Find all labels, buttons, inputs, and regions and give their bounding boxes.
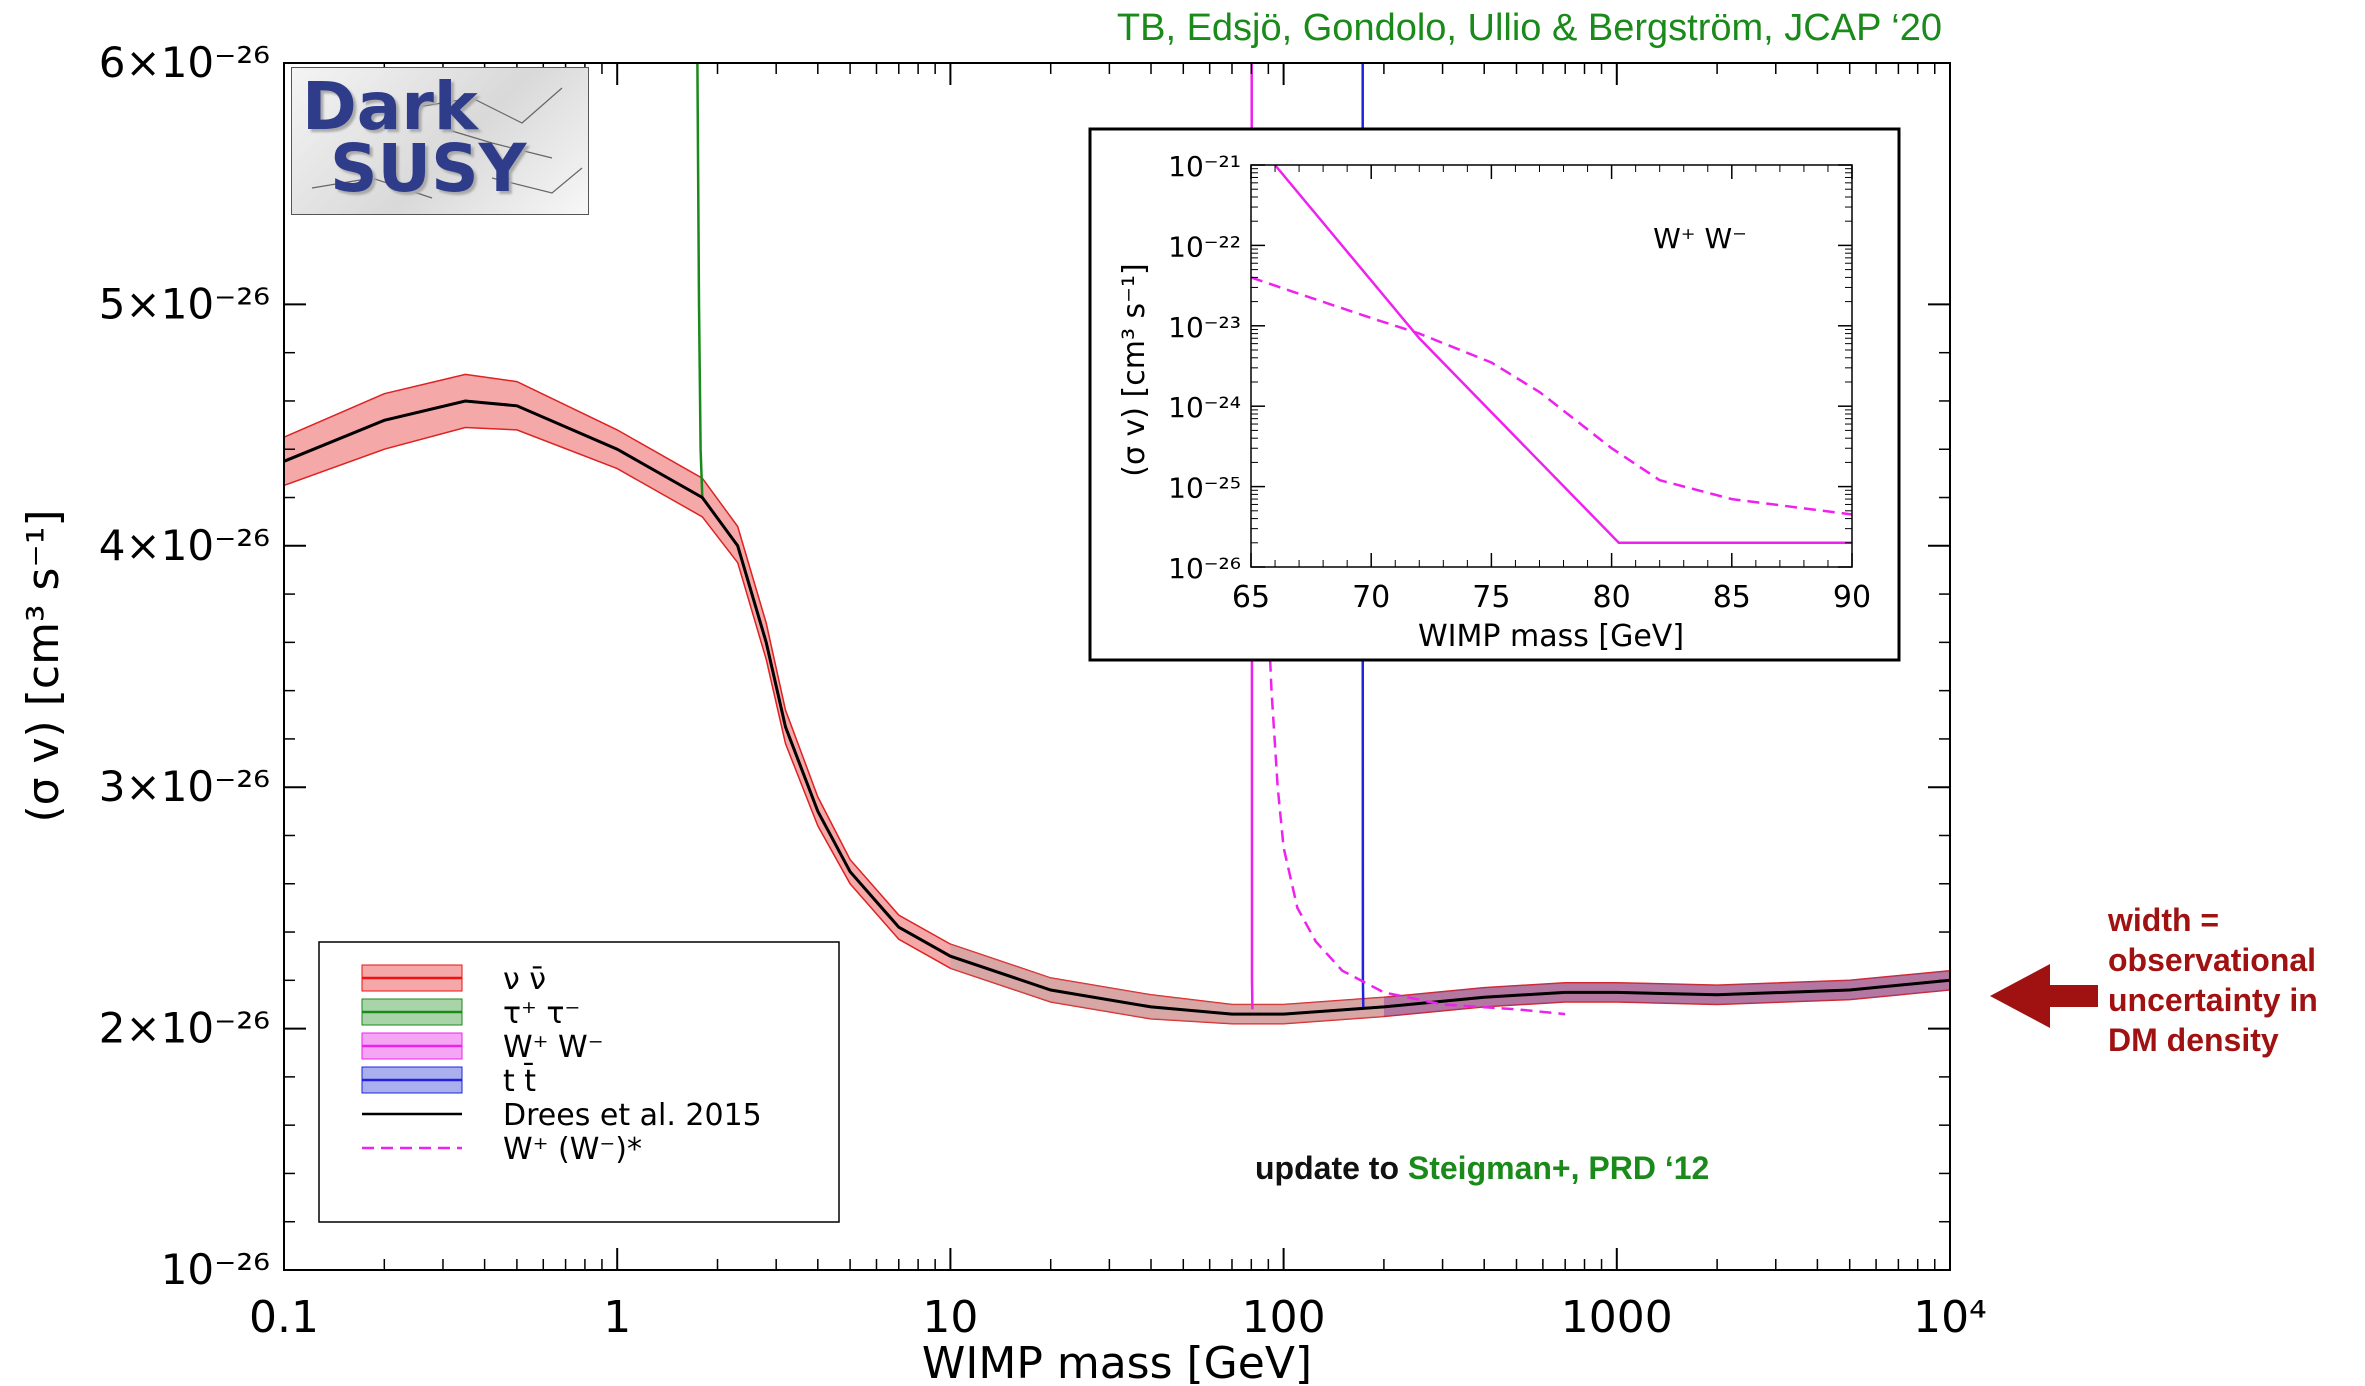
logo-diagram-lines [311,87,583,199]
annotation-line-2: observational [2108,942,2317,978]
inset-line-layer [1250,164,1853,545]
inset-x-tick-label: 90 [1833,580,1871,615]
y-tick-label: 6×10⁻²⁶ [99,38,270,87]
credit-text: TB, Edsjö, Gondolo, Ullio & Bergström, J… [1116,7,1942,49]
annotation-line-1: width = [2108,902,2220,938]
inset-y-tick-label: 10⁻²⁵ [1168,472,1241,505]
inset-series-label: W⁺ W⁻ [1653,222,1747,255]
annotation-arrow [1990,964,2098,1028]
main-y-tick-labels: 10⁻²⁶ 2×10⁻²⁶ 3×10⁻²⁶ 4×10⁻²⁶ 5×10⁻²⁶ 6×10⁻²⁶ [99,38,270,1294]
x-tick-label: 10 [922,1292,978,1343]
inset-tick-layer [1250,164,1853,568]
drees-2015-line [283,399,1951,1016]
inset-x-tick-label: 80 [1593,580,1631,615]
inset-ww-line [1274,164,1852,545]
legend-entry-drees-2015: Drees et al. 2015 [503,1098,762,1133]
legend-entry-ttbar: t t̄ [503,1063,536,1099]
logo-word-dark: Dark [302,68,478,145]
annotation-line-3: uncertainty in [2108,982,2318,1018]
annotation-line-4: DM density [2108,1022,2279,1058]
y-tick-label: 4×10⁻²⁶ [99,521,270,570]
logo-word-susy: SUSY [330,130,527,207]
inset-y-tick-label: 10⁻²⁴ [1168,391,1241,424]
x-tick-label: 10⁴ [1913,1292,1987,1343]
inset-y-tick-labels: 10⁻²⁶ 10⁻²⁵ 10⁻²⁴ 10⁻²³ 10⁻²² 10⁻²¹ [1168,150,1241,585]
y-tick-label: 2×10⁻²⁶ [99,1004,270,1053]
inset-x-tick-label: 75 [1472,580,1510,615]
main-y-axis-label: (σ v) [cm³ s⁻¹] [18,509,69,822]
legend-entry-ww: W⁺ W⁻ [503,1030,604,1065]
legend-entry-ww-offshell: W⁺ (W⁻)* [503,1132,642,1167]
inset-y-axis-label: (σ v) [cm³ s⁻¹] [1117,263,1152,476]
inset-y-tick-label: 10⁻²⁶ [1168,552,1241,585]
tau-tau-line [696,62,704,498]
inset-plot-frame [1250,164,1853,568]
y-tick-label: 10⁻²⁶ [161,1245,270,1294]
uncertainty-annotation: width = observational uncertainty in DM … [2108,900,2358,1060]
x-tick-label: 1 [603,1292,631,1343]
y-tick-label: 5×10⁻²⁶ [99,279,270,328]
x-tick-label: 100 [1242,1292,1326,1343]
annotation-arrow-head [1990,964,2050,1028]
main-tick-layer [283,62,1951,1271]
inset-background [1088,127,1901,662]
inset-x-tick-label: 85 [1713,580,1751,615]
inset-x-axis-label: WIMP mass [GeV] [1418,619,1684,654]
main-x-tick-labels: 0.1 1 10 100 1000 10⁴ [249,1292,1987,1343]
darksusy-logo: Dark SUSY [291,67,589,215]
legend-entry-tau-tau: τ⁺ τ⁻ [503,996,580,1031]
inset-x-tick-label: 65 [1232,580,1270,615]
inset-x-tick-label: 70 [1352,580,1390,615]
ww-offshell-line [1263,545,1566,1016]
update-note: update to Steigman+, PRD ‘12 [1255,1148,1709,1188]
x-tick-label: 0.1 [249,1292,319,1343]
inset-chart: 65 70 75 80 85 90 10⁻²⁶10⁻²⁵10⁻²⁴10⁻²³10⁻²²10… [1088,127,1901,662]
update-note-prefix: update to [1255,1150,1408,1186]
y-tick-label: 3×10⁻²⁶ [99,762,270,811]
inset-y-tick-label: 10⁻²¹ [1168,150,1241,183]
inset-y-tick-label: 10⁻²² [1168,230,1241,263]
inset-ww-offshell-line [1250,276,1853,516]
inset-x-tick-labels: 65 70 75 80 85 90 [1232,580,1871,615]
main-x-axis-label: WIMP mass [GeV] [922,1338,1312,1386]
main-plot-frame [283,62,1951,1271]
x-tick-label: 1000 [1561,1292,1673,1343]
main-line-layer [283,62,1951,1016]
annotation-arrow-shaft [2048,985,2098,1007]
update-note-reference: Steigman+, PRD ‘12 [1407,1150,1710,1186]
inset-y-tick-label: 10⁻²³ [1168,311,1241,344]
legend-entry-nu-nubar: ν ν̄ [503,962,546,997]
